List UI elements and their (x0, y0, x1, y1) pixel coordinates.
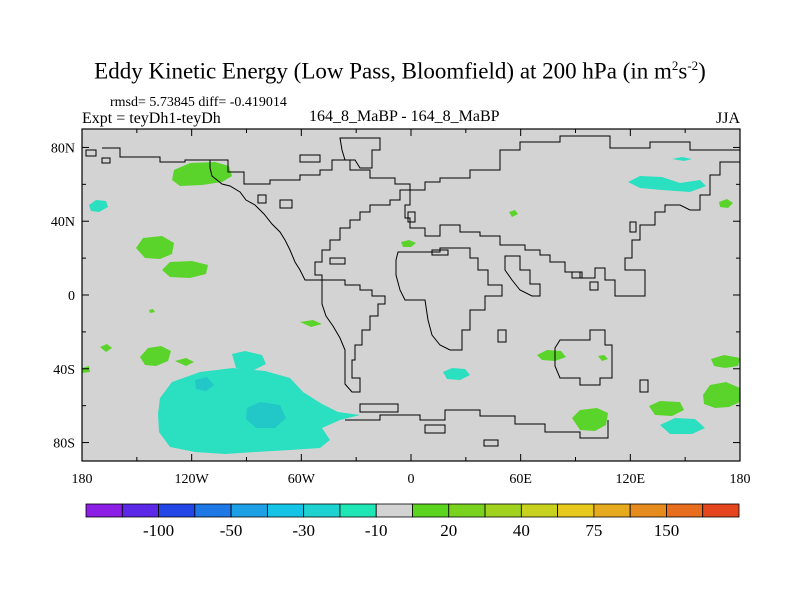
south-pacific-west-positive (140, 346, 171, 366)
y-tick-label: 0 (68, 289, 75, 304)
x-tick-label: 120E (616, 472, 646, 487)
colorbar: -100 -50 -30 -10 20 40 75 150 (85, 503, 740, 540)
colorbar-swatch (121, 503, 159, 518)
colorbar-swatch (666, 503, 704, 518)
south-pacific-small-positive (100, 344, 112, 352)
colorbar-label: 75 (585, 521, 602, 540)
colorbar-swatch (266, 503, 305, 518)
north-pacific-east-positive (719, 199, 733, 208)
x-tick-label: 180 (72, 472, 93, 487)
south-pacific-far-west-positive (649, 401, 684, 416)
y-tick-label: 40S (53, 363, 75, 378)
colorbar-label: 150 (654, 521, 680, 540)
x-tick-label: 60E (509, 472, 532, 487)
colorbar-swatch (520, 503, 559, 518)
south-pacific-core-negative (246, 402, 286, 428)
south-pacific-sliver-positive (175, 358, 194, 366)
colorbar-swatch (375, 503, 413, 518)
coastlines (85, 135, 741, 447)
pacific-eq-dot-positive (149, 309, 155, 313)
siberia-north-sliver (672, 157, 692, 161)
y-tick-label: 80N (51, 141, 75, 156)
siberia-north-negative (628, 176, 706, 192)
aleutian-west-negative (89, 200, 108, 212)
colorbar-label: -50 (220, 521, 243, 540)
north-pacific-low-positive (162, 261, 208, 278)
colorbar-swatch (194, 503, 232, 518)
south-pacific-core2-negative (195, 377, 214, 391)
anomaly-layer (82, 157, 740, 454)
australia-south-west-positive (711, 355, 740, 368)
south-indian-positive (537, 350, 566, 361)
china-small-positive (509, 210, 518, 217)
chart-title: Eddy Kinetic Energy (Low Pass, Bloomfiel… (94, 58, 706, 84)
x-tick-label: 0 (408, 472, 415, 487)
pacific-eq-small-positive (300, 320, 322, 327)
y-tick-label: 80S (53, 437, 75, 452)
mediterranean-positive (401, 240, 416, 247)
colorbar-swatch (85, 503, 123, 518)
south-indian-small-positive (598, 355, 608, 361)
south-atlantic-negative (443, 368, 470, 380)
australia-south-positive (703, 382, 740, 408)
colorbar-swatch (593, 503, 631, 518)
y-tick-label: 40N (51, 215, 75, 230)
experiment-label: Expt = teyDh1-teyDh (82, 110, 221, 127)
colorbar-label: -100 (143, 521, 174, 540)
rmsd-diff-stats: rmsd= 5.73845 diff= -0.419014 (110, 95, 287, 110)
colorbar-swatch (412, 503, 450, 518)
colorbar-swatch (702, 503, 740, 518)
x-tick-label: 120W (175, 472, 210, 487)
north-pacific-mid-positive (136, 236, 174, 259)
colorbar-swatch (339, 503, 377, 518)
colorbar-label: 40 (513, 521, 530, 540)
colorbar-swatch (557, 503, 595, 518)
x-tick-label: 180 (730, 472, 751, 487)
season-label: JJA (716, 110, 741, 127)
colorbar-label: -10 (365, 521, 388, 540)
x-tick-label: 60W (288, 472, 316, 487)
west-edge-positive (82, 366, 90, 373)
case-label: 164_8_MaBP - 164_8_MaBP (309, 108, 500, 125)
colorbar-swatch (303, 503, 341, 518)
tasman-negative (660, 418, 705, 434)
colorbar-swatch (158, 503, 196, 518)
colorbar-label: 20 (440, 521, 457, 540)
colorbar-label: -30 (292, 521, 315, 540)
south-indian-east-positive (572, 408, 608, 431)
colorbar-swatch (230, 503, 268, 518)
colorbar-swatch (629, 503, 667, 518)
south-pacific-east-negative (232, 351, 266, 371)
colorbar-swatch (484, 503, 522, 518)
colorbar-swatch (448, 503, 486, 518)
axes: 180 120W 60W 0 60E 120E 180 80N 40N 0 40S 80S (51, 129, 751, 487)
